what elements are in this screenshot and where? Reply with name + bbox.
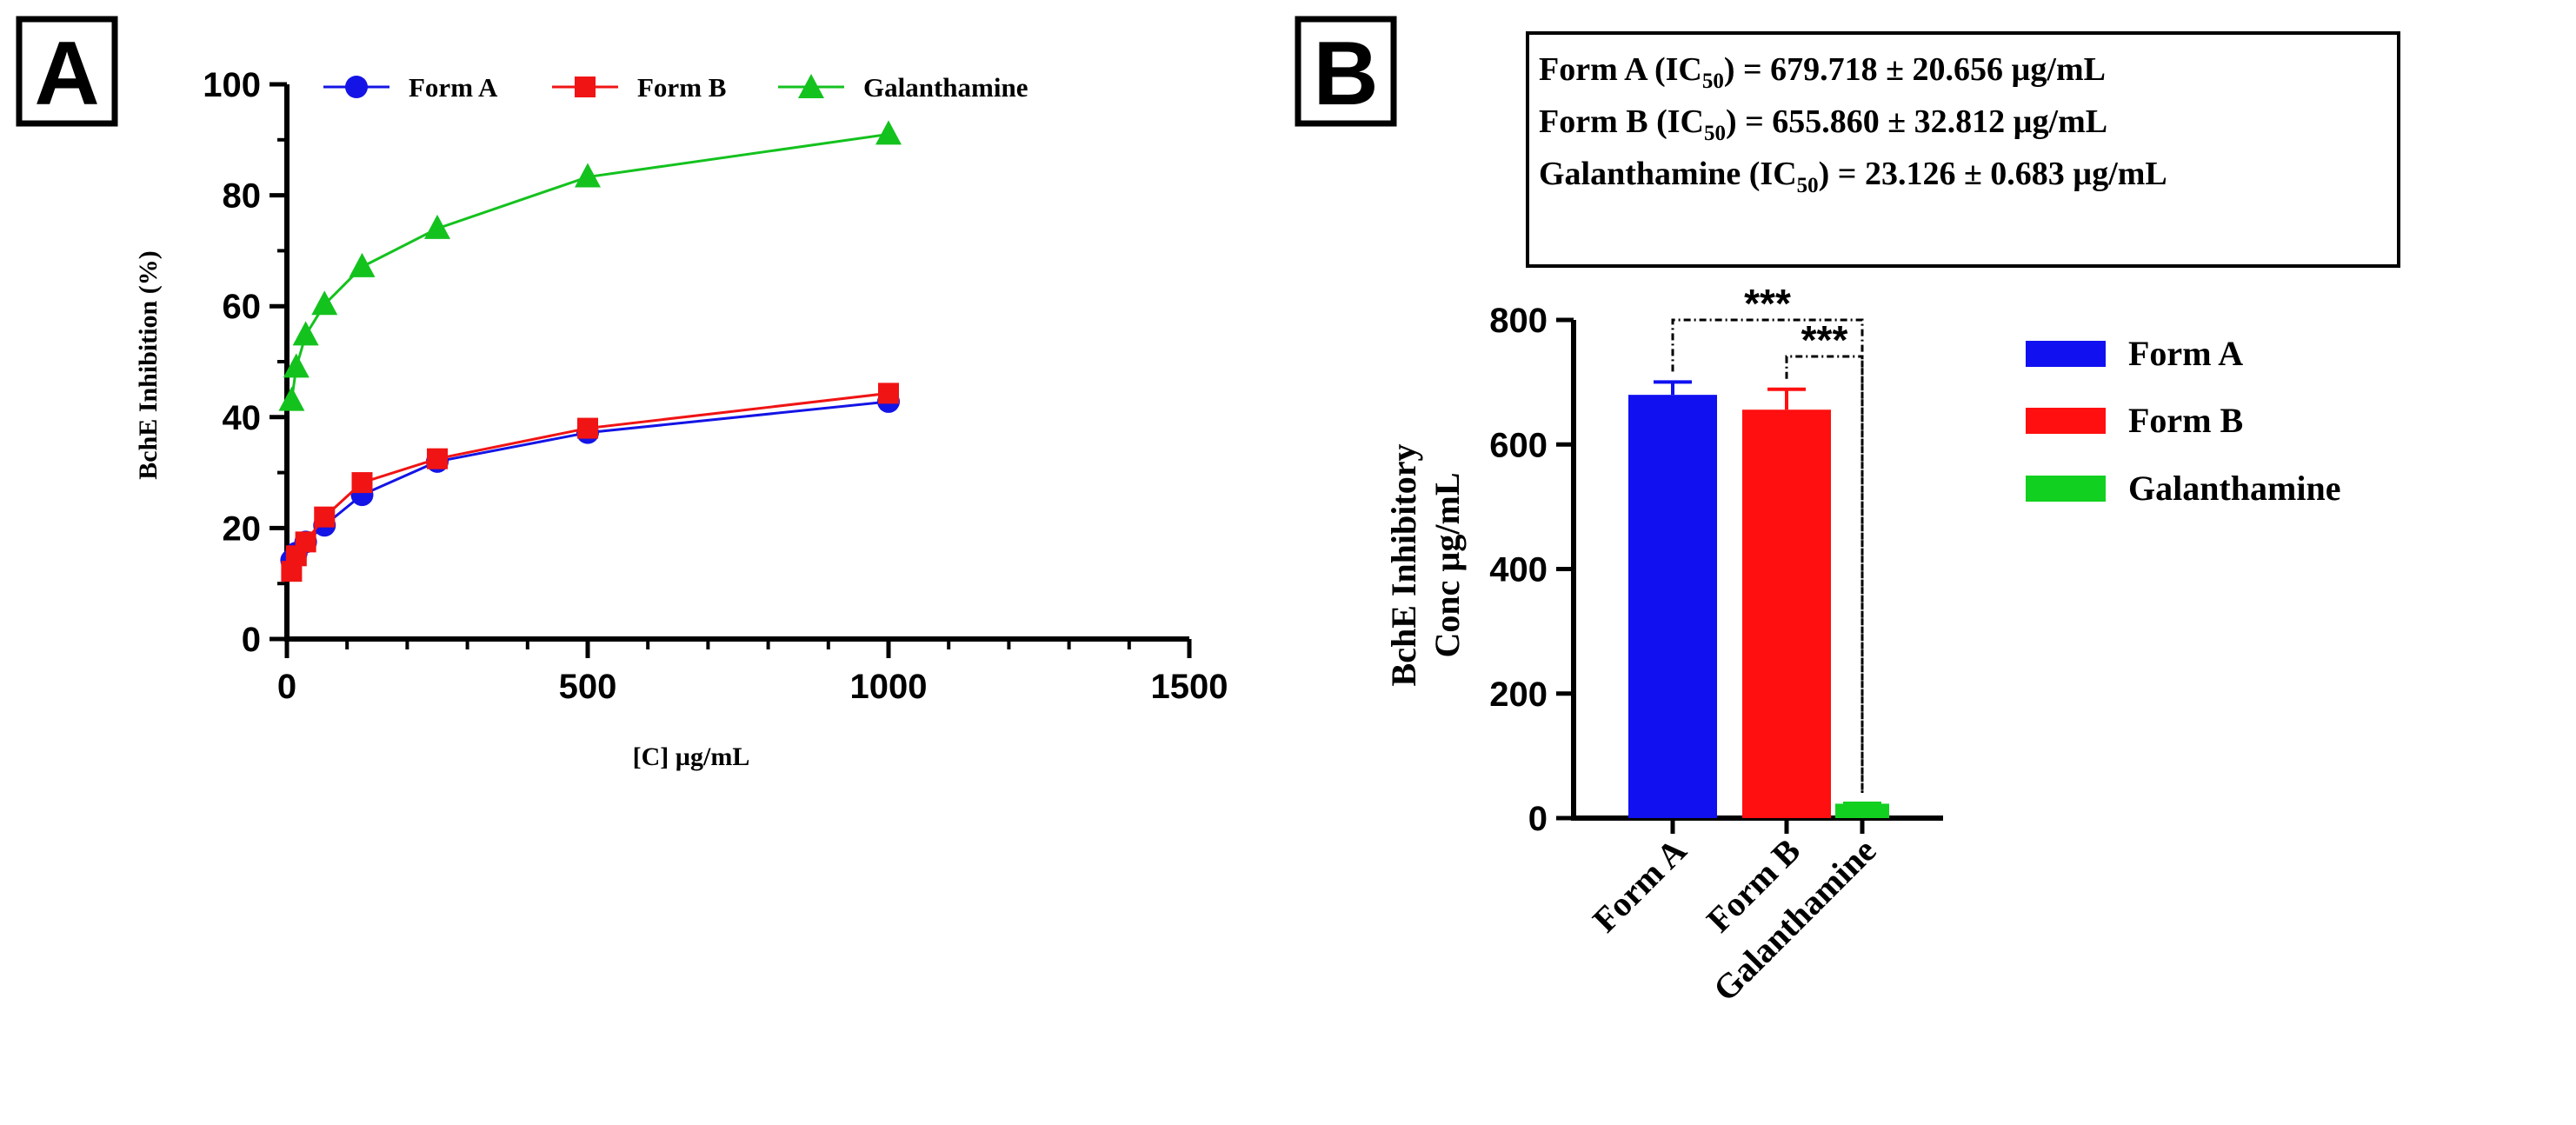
a-y-tick-label: 0	[242, 621, 261, 659]
b-y-tick-label: 0	[1528, 800, 1548, 838]
a-point-galanthamine	[292, 321, 319, 346]
b-legend-label-galanthamine: Galanthamine	[2128, 469, 2340, 508]
a-legend-item-form-b: Form B	[552, 72, 726, 103]
b-legend-item-form-b: Form B	[2026, 401, 2243, 440]
a-legend-item-form-a: Form A	[323, 72, 498, 103]
b-bar-galanthamine	[1835, 803, 1889, 818]
a-x-tick-label: 0	[277, 668, 296, 706]
a-x-tick-label: 1500	[1151, 668, 1228, 706]
a-legend-label-galanthamine: Galanthamine	[863, 72, 1028, 103]
ic50-line-form-b: Form B (IC50) = 655.860 ± 32.812 µg/mL	[1539, 103, 2107, 145]
b-sig-stars: ***	[1801, 317, 1848, 363]
a-legend-marker-form-b	[575, 77, 596, 97]
panel-a-label-box: A	[16, 16, 118, 127]
a-legend-label-form-a: Form A	[409, 72, 498, 103]
a-legend-label-form-b: Form B	[637, 72, 726, 103]
a-point-form-b	[878, 383, 899, 404]
a-point-form-b	[314, 506, 336, 528]
a-legend-marker-galanthamine	[798, 74, 824, 98]
a-legend-item-galanthamine: Galanthamine	[778, 72, 1028, 103]
b-x-tick-label-form-a: Form A	[1585, 830, 1694, 939]
a-point-galanthamine	[424, 214, 450, 239]
panel-b-label: B	[1313, 23, 1378, 124]
a-y-tick-label: 40	[223, 399, 262, 437]
ic50-line-galanthamine: Galanthamine (IC50) = 23.126 ± 0.683 µg/…	[1539, 156, 2167, 197]
a-y-tick-label: 20	[223, 509, 262, 548]
a-point-galanthamine	[311, 290, 338, 316]
b-y-tick-label: 400	[1489, 551, 1548, 589]
a-legend: Form A Form B Galanthamine	[323, 72, 1028, 103]
b-legend-label-form-b: Form B	[2128, 401, 2243, 440]
b-legend-swatch-galanthamine	[2026, 476, 2106, 502]
a-y-tick-label: 80	[223, 177, 262, 216]
b-legend-label-form-a: Form A	[2128, 334, 2243, 373]
a-point-galanthamine	[875, 120, 902, 145]
a-y-tick-label: 60	[223, 288, 262, 326]
a-point-form-b	[351, 472, 373, 494]
b-y-tick-label: 200	[1489, 676, 1548, 714]
b-significance-group: ******	[1671, 281, 1864, 793]
b-legend: Form A Form B Galanthamine	[2026, 334, 2340, 508]
b-y-axis-title-line1: BchE Inhibitory	[1384, 444, 1423, 687]
panel-b-label-box: B	[1295, 16, 1397, 127]
a-y-axis-title: BchE Inhibition (%)	[134, 250, 163, 479]
a-point-form-b	[577, 417, 598, 439]
b-bar-form-b	[1742, 409, 1831, 818]
a-series-group	[278, 120, 902, 582]
a-point-galanthamine	[278, 386, 305, 411]
a-point-form-b	[295, 531, 316, 553]
b-y-axis-title-line2: Conc µg/mL	[1428, 472, 1467, 657]
a-point-galanthamine	[575, 163, 601, 188]
a-x-tick-label: 1000	[850, 668, 928, 706]
b-sig-stars: ***	[1744, 281, 1791, 326]
b-sig-bracket	[1785, 355, 1864, 793]
a-legend-marker-form-a	[345, 76, 368, 98]
b-legend-swatch-form-a	[2026, 341, 2106, 367]
a-point-form-b	[427, 448, 448, 469]
b-legend-item-form-a: Form A	[2026, 334, 2243, 373]
a-point-galanthamine	[349, 252, 376, 277]
bar-chart: Form A (IC50) = 679.718 ± 20.656 µg/mL F…	[1384, 31, 2400, 1009]
b-y-tick-label: 600	[1489, 426, 1548, 464]
a-point-galanthamine	[283, 353, 310, 378]
b-legend-item-galanthamine: Galanthamine	[2026, 469, 2340, 508]
ic50-box-border	[1526, 31, 2400, 268]
ic50-line-form-a: Form A (IC50) = 679.718 ± 20.656 µg/mL	[1539, 51, 2106, 93]
b-y-tick-label: 800	[1489, 302, 1548, 340]
b-legend-swatch-form-b	[2026, 408, 2106, 434]
a-y-tick-label: 100	[203, 66, 261, 104]
b-bar-form-a	[1628, 395, 1717, 818]
panel-a-label: A	[34, 23, 99, 124]
a-x-axis-title: [C] µg/mL	[633, 742, 750, 771]
ic50-box: Form A (IC50) = 679.718 ± 20.656 µg/mL F…	[1526, 31, 2400, 268]
b-sig-bracket	[1671, 318, 1864, 793]
a-x-tick-label: 500	[559, 668, 617, 706]
